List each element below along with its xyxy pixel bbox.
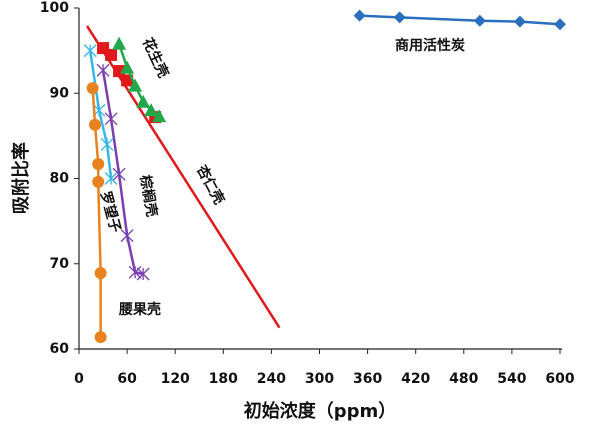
marker bbox=[104, 112, 118, 126]
x-axis-title: 初始浓度（ppm） bbox=[244, 400, 397, 422]
x-tick-label: 180 bbox=[209, 371, 238, 387]
marker bbox=[120, 60, 135, 74]
series-label: 商用活性炭 bbox=[395, 37, 465, 54]
marker bbox=[120, 229, 134, 243]
marker bbox=[473, 14, 486, 27]
series-line bbox=[101, 70, 144, 276]
x-tick-label: 120 bbox=[161, 371, 190, 387]
marker bbox=[96, 63, 110, 77]
series-line bbox=[91, 88, 102, 338]
x-tick-label: 300 bbox=[305, 371, 334, 387]
y-tick-label: 90 bbox=[50, 85, 70, 101]
marker bbox=[89, 118, 102, 131]
marker bbox=[144, 103, 159, 117]
marker bbox=[554, 18, 566, 31]
marker bbox=[104, 172, 118, 185]
series-label: 腰果壳 bbox=[118, 301, 161, 318]
marker bbox=[92, 175, 105, 188]
marker bbox=[100, 137, 114, 151]
marker bbox=[136, 267, 150, 281]
marker bbox=[94, 267, 107, 280]
y-tick-label: 80 bbox=[50, 171, 70, 187]
marker bbox=[105, 48, 118, 61]
y-axis-title: 吸附比率 bbox=[10, 142, 32, 214]
series-label: 花生壳 bbox=[139, 35, 172, 80]
marker bbox=[152, 109, 167, 123]
x-tick-label: 540 bbox=[497, 371, 526, 387]
marker bbox=[128, 78, 143, 92]
marker bbox=[94, 331, 107, 344]
x-tick-label: 0 bbox=[74, 371, 84, 387]
y-tick-label: 70 bbox=[50, 256, 70, 272]
marker bbox=[86, 82, 99, 95]
series-label: 罗望子 bbox=[97, 189, 124, 234]
x-tick-label: 240 bbox=[257, 371, 286, 387]
marker bbox=[513, 15, 526, 28]
marker bbox=[393, 11, 406, 24]
y-tick-label: 100 bbox=[40, 0, 69, 16]
x-tick-label: 480 bbox=[449, 371, 478, 387]
x-tick-label: 600 bbox=[545, 371, 574, 387]
marker bbox=[92, 158, 105, 171]
marker bbox=[121, 74, 134, 87]
marker bbox=[112, 167, 126, 181]
x-tick-label: 420 bbox=[401, 371, 430, 387]
series-line bbox=[88, 50, 113, 179]
series-line bbox=[359, 14, 561, 26]
marker bbox=[353, 9, 366, 22]
series-label: 棕榈壳 bbox=[136, 173, 160, 218]
x-tick-label: 60 bbox=[117, 371, 137, 387]
marker bbox=[112, 36, 127, 50]
marker bbox=[83, 44, 97, 58]
marker bbox=[128, 265, 142, 279]
x-tick-label: 360 bbox=[353, 371, 382, 387]
marker bbox=[113, 65, 126, 78]
y-tick-label: 60 bbox=[50, 341, 70, 357]
marker bbox=[136, 94, 151, 108]
